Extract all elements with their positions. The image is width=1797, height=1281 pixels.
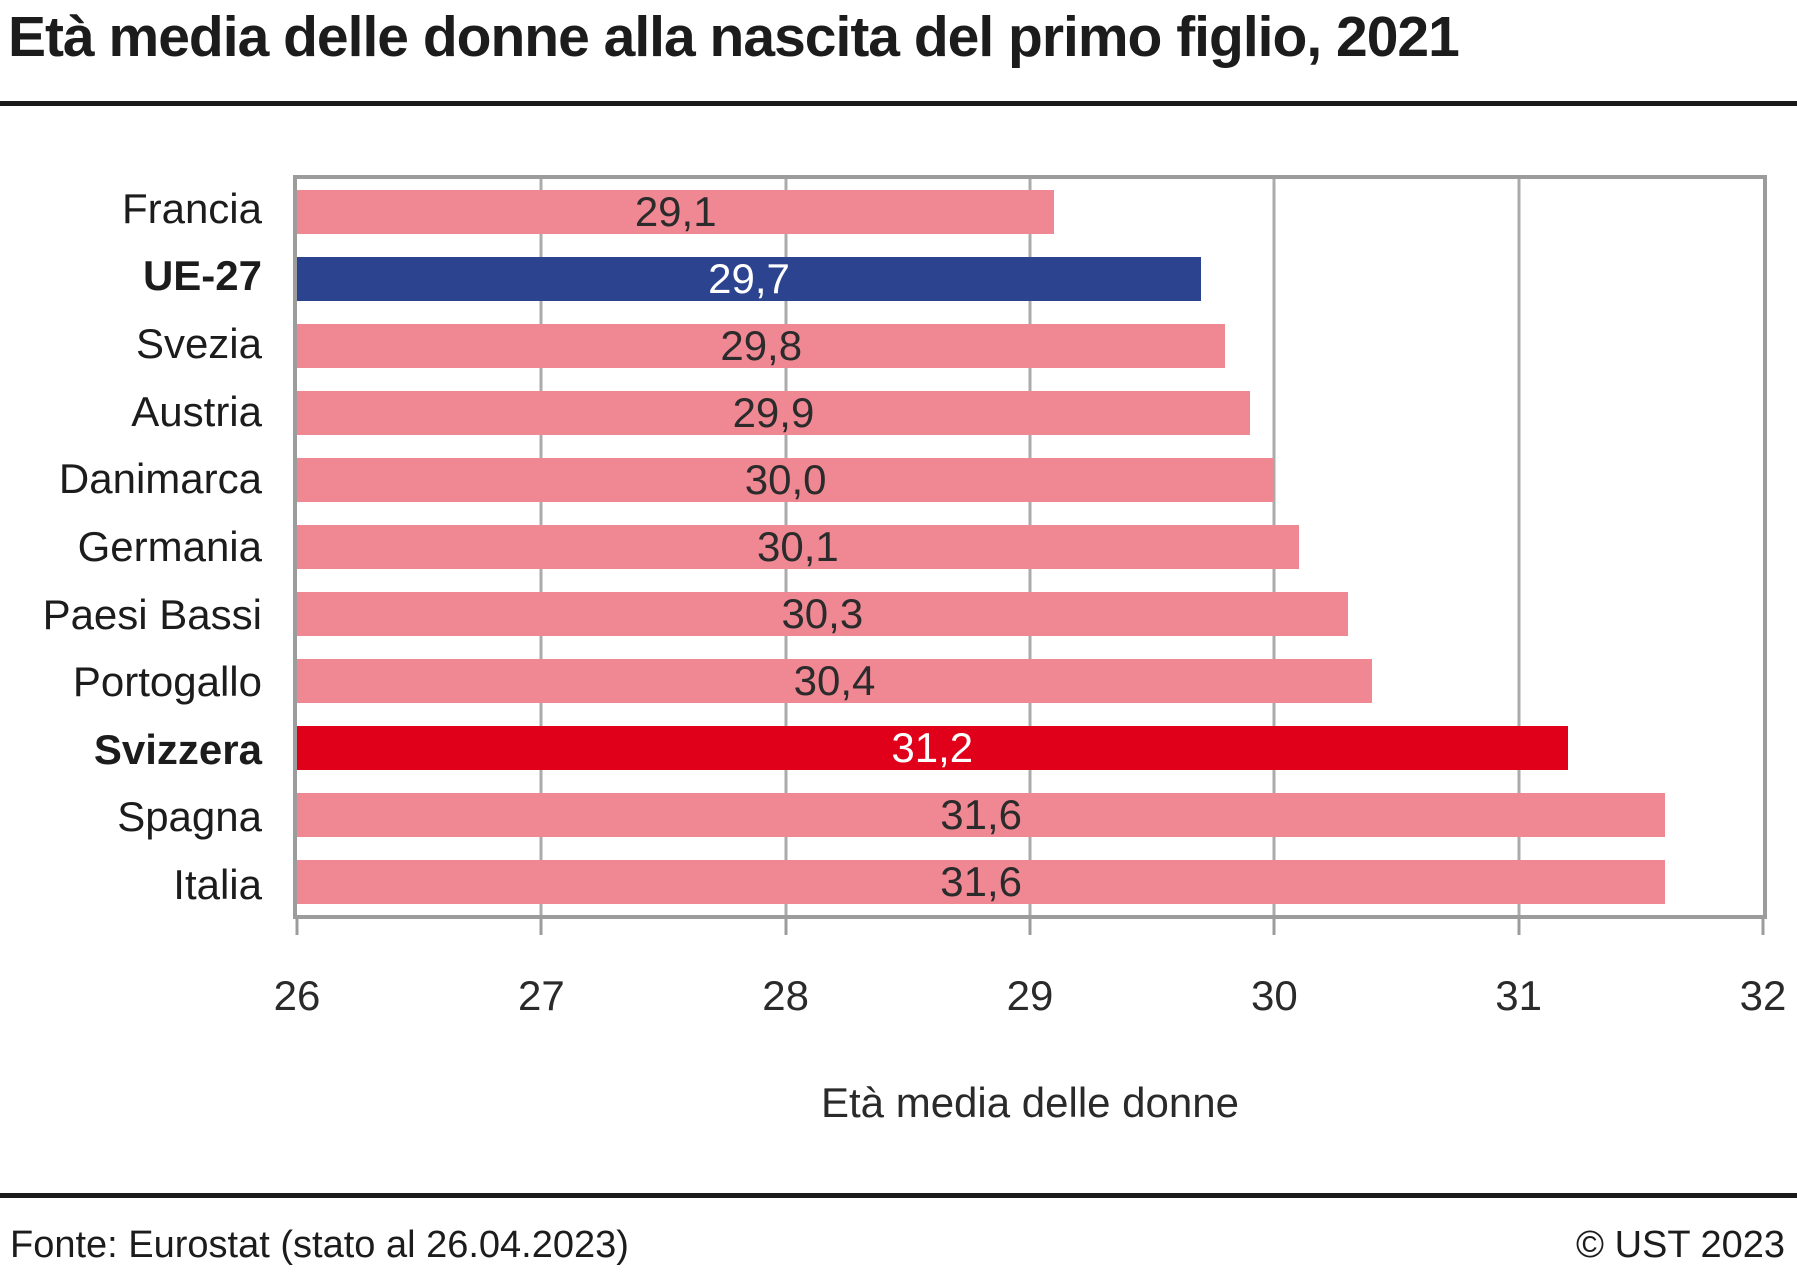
bar-francia: 29,1 [297, 188, 1055, 236]
source-text: Fonte: Eurostat (stato al 26.04.2023) [10, 1224, 629, 1266]
footer-rule [0, 1193, 1797, 1198]
bar-row: 29,8 [297, 322, 1763, 370]
bar-paesi-bassi: 30,3 [297, 589, 1348, 637]
category-label-portogallo: Portogallo [72, 658, 262, 706]
bar-portogallo: 30,4 [297, 656, 1373, 704]
bars: 29,1 29,7 29,8 29,9 30,0 30,1 30,3 30,4 31,2 31,6… [297, 179, 1763, 915]
bar-svizzera: 31,2 [297, 723, 1568, 771]
footer: Fonte: Eurostat (stato al 26.04.2023) © … [10, 1224, 1785, 1267]
bar-row: 29,9 [297, 389, 1763, 437]
bar-row: 30,1 [297, 522, 1763, 570]
bar-austria: 29,9 [297, 389, 1250, 437]
x-tick-mark [1761, 919, 1765, 935]
bar-row: 31,6 [297, 857, 1763, 905]
category-label-austria: Austria [131, 387, 262, 435]
bar-value-label: 30,0 [744, 456, 827, 504]
category-label-italia: Italia [173, 861, 262, 909]
bar-danimarca: 30,0 [297, 456, 1275, 504]
bar-value-label: 31,2 [891, 723, 974, 771]
copyright-text: © UST 2023 [1576, 1224, 1785, 1266]
x-axis-label: Età media delle donne [821, 1079, 1239, 1126]
x-tick-label: 31 [1495, 972, 1543, 1019]
bar-row: 30,4 [297, 656, 1763, 704]
x-tick-mark [784, 919, 788, 935]
x-tick-label: 32 [1739, 972, 1787, 1019]
bar-row: 30,0 [297, 456, 1763, 504]
chart-title: Età media delle donne alla nascita del p… [8, 5, 1460, 69]
bar-value-label: 29,7 [708, 255, 790, 303]
x-tick-label: 28 [762, 972, 810, 1019]
x-tick-mark [1272, 919, 1276, 935]
category-label-germania: Germania [77, 522, 262, 570]
category-label-danimarca: Danimarca [58, 455, 262, 503]
bar-value-label: 30,4 [793, 656, 876, 704]
bar-italia: 31,6 [297, 857, 1666, 905]
gridline [1517, 179, 1521, 915]
category-label-ue-27: UE-27 [142, 252, 262, 300]
category-label-paesi-bassi: Paesi Bassi [42, 590, 262, 638]
x-tick-label: 26 [273, 972, 321, 1019]
bar-value-label: 31,6 [940, 790, 1022, 838]
bar-spagna: 31,6 [297, 790, 1666, 838]
x-axis-ticks [295, 919, 1765, 935]
category-label-svezia: Svezia [135, 320, 262, 368]
bar-ue-27: 29,7 [297, 255, 1202, 303]
category-label-spagna: Spagna [117, 793, 262, 841]
x-tick-mark [1028, 919, 1032, 935]
bar-row: 29,1 [297, 188, 1763, 236]
bar-value-label: 29,1 [634, 188, 717, 236]
x-axis-tick-labels: 26 27 28 29 30 31 32 [274, 972, 1787, 1020]
bar-value-label: 30,3 [781, 589, 864, 637]
bar-value-label: 31,6 [940, 857, 1022, 905]
bar-value-label: 30,1 [757, 522, 839, 570]
title-rule [0, 101, 1797, 106]
category-labels: Francia UE-27 Svezia Austria Danimarca German… [0, 175, 262, 919]
bar-row: 31,2 [297, 723, 1763, 771]
category-label-francia: Francia [121, 184, 262, 232]
category-label-svizzera: Svizzera [93, 725, 262, 773]
x-tick-label: 27 [517, 972, 565, 1019]
x-tick-label: 29 [1006, 972, 1054, 1019]
bar-row: 30,3 [297, 589, 1763, 637]
bar-value-label: 29,9 [732, 389, 815, 437]
bar-value-label: 29,8 [720, 322, 803, 370]
plot-area: 29,1 29,7 29,8 29,9 30,0 30,1 30,3 30,4 31,2 31,6… [293, 175, 1767, 919]
bar-svezia: 29,8 [297, 322, 1226, 370]
x-tick-mark [295, 919, 299, 935]
x-tick-mark [1517, 919, 1521, 935]
bar-germania: 30,1 [297, 522, 1299, 570]
x-tick-mark [539, 919, 543, 935]
bar-row: 31,6 [297, 790, 1763, 838]
bar-row: 29,7 [297, 255, 1763, 303]
x-tick-label: 30 [1250, 972, 1298, 1019]
